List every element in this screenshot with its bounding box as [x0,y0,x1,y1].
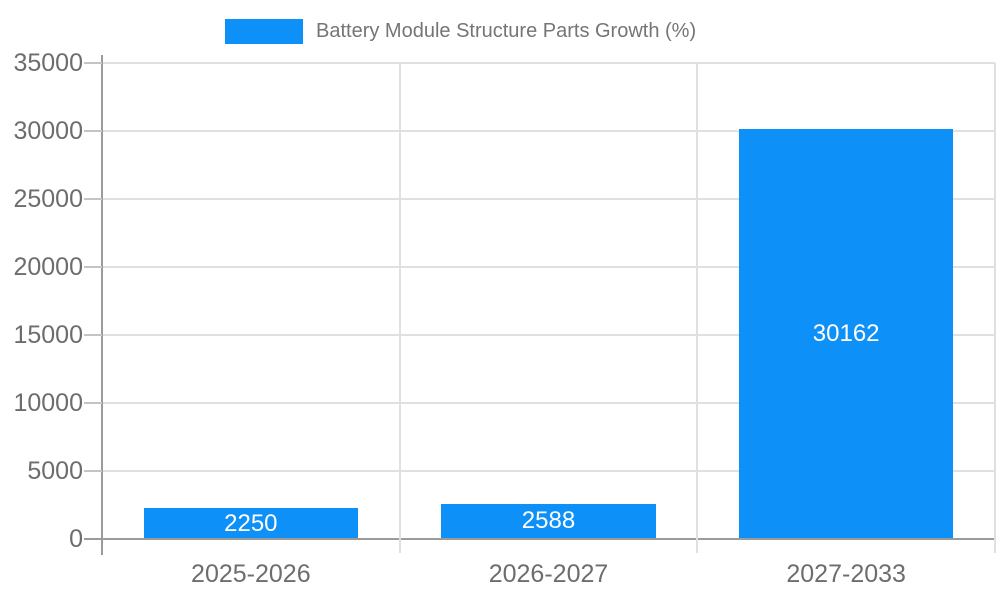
y-gridline [102,266,995,268]
legend-label: Battery Module Structure Parts Growth (%… [316,20,697,42]
x-gridline [696,63,699,553]
y-gridline [102,130,995,132]
y-tick-label: 25000 [13,185,83,213]
x-gridline [398,63,401,553]
y-tick-label: 35000 [13,49,83,77]
y-tick-mark [84,198,102,200]
y-tick-label: 10000 [13,389,83,417]
y-tick-mark [84,402,102,404]
x-gridline [994,63,996,553]
y-axis-line [101,55,103,555]
y-gridline [102,334,995,336]
chart-legend[interactable]: Battery Module Structure Parts Growth (%… [225,19,696,44]
y-tick-mark [84,266,102,268]
y-tick-label: 0 [69,525,83,553]
bar[interactable]: 2588 [441,503,656,539]
bar-value-label: 30162 [812,319,880,347]
y-gridline [102,402,995,404]
y-tick-mark [84,470,102,472]
y-tick-mark [84,130,102,132]
y-tick-label: 5000 [27,457,83,485]
x-tick-label: 2025-2026 [191,560,311,588]
bar[interactable]: 30162 [739,128,954,539]
y-tick-mark [84,334,102,336]
bar[interactable]: 2250 [143,508,358,539]
x-tick-label: 2027-2033 [786,560,906,588]
x-tick-label: 2026-2027 [488,560,609,588]
x-axis-line [84,538,996,540]
plot-area: 2250 2588 30162 [102,62,995,539]
legend-swatch [225,19,303,44]
y-tick-label: 15000 [13,321,83,349]
bar-value-label: 2250 [224,509,278,537]
y-tick-label: 30000 [13,117,83,145]
y-tick-mark [84,62,102,64]
y-gridline [102,198,995,200]
y-gridline [102,470,995,472]
y-gridline [102,62,995,64]
y-tick-label: 20000 [13,253,83,281]
bar-value-label: 2588 [521,507,576,535]
